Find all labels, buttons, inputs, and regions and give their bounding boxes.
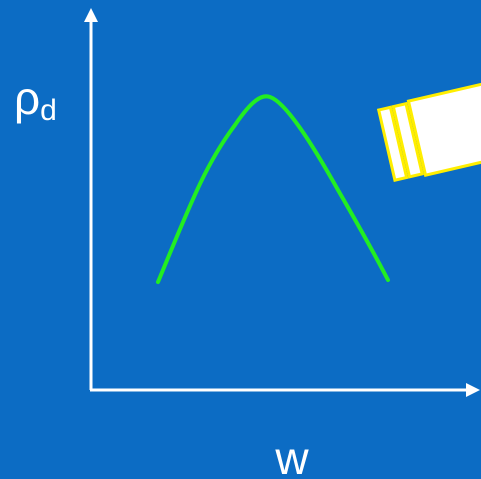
x-axis-label: w [274,432,309,479]
y-label-symbol: ρ [14,72,40,124]
diagram: ρd w [0,0,481,479]
y-label-subscript: d [40,94,57,127]
background [0,0,481,479]
